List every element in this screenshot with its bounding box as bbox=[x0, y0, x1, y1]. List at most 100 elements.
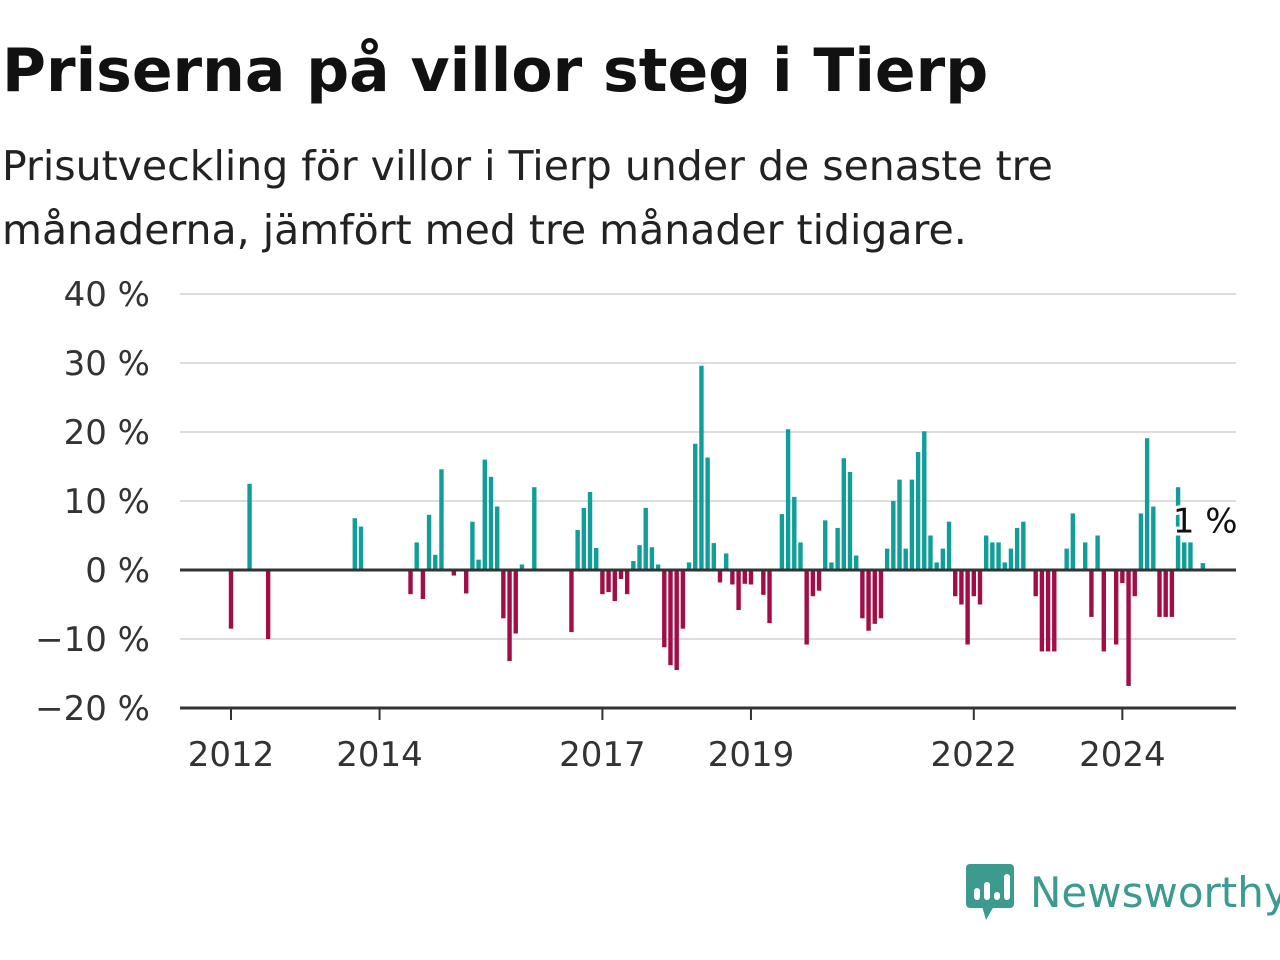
bar bbox=[872, 570, 877, 624]
bar bbox=[519, 564, 525, 570]
bar bbox=[1157, 570, 1162, 617]
x-tick-label: 2022 bbox=[931, 735, 1018, 775]
bar bbox=[686, 562, 692, 570]
bar bbox=[730, 570, 735, 585]
y-tick-label: −20 % bbox=[35, 689, 150, 729]
bar bbox=[823, 520, 828, 570]
bar bbox=[990, 542, 995, 570]
bar bbox=[482, 459, 487, 570]
bar bbox=[581, 507, 587, 570]
x-tick-label: 2014 bbox=[336, 735, 423, 775]
bar bbox=[680, 570, 686, 629]
bar bbox=[1151, 506, 1156, 570]
bar bbox=[1052, 570, 1057, 652]
bar bbox=[1169, 570, 1175, 617]
bar bbox=[1132, 570, 1137, 597]
bar bbox=[507, 570, 512, 662]
bar bbox=[426, 514, 432, 570]
bar bbox=[476, 559, 481, 570]
bar bbox=[1033, 570, 1038, 597]
bar bbox=[810, 570, 816, 597]
bar bbox=[1089, 570, 1094, 617]
bar bbox=[1070, 513, 1076, 570]
y-tick-label: 40 % bbox=[64, 275, 150, 315]
bar bbox=[655, 564, 661, 570]
bar bbox=[513, 570, 518, 634]
bar bbox=[433, 554, 438, 570]
bar bbox=[860, 570, 865, 619]
bar bbox=[1045, 570, 1051, 652]
bar bbox=[606, 570, 611, 593]
bar bbox=[693, 443, 698, 570]
x-tick-label: 2019 bbox=[708, 735, 795, 775]
bar bbox=[649, 547, 655, 570]
bar bbox=[612, 570, 617, 602]
bar bbox=[569, 570, 574, 633]
bar bbox=[1126, 570, 1131, 686]
bar bbox=[866, 570, 871, 631]
annotation-label: 1 % bbox=[1173, 502, 1238, 542]
bar bbox=[464, 570, 469, 594]
bar bbox=[959, 570, 964, 605]
bar bbox=[853, 555, 859, 570]
bar bbox=[724, 553, 729, 570]
bar bbox=[1014, 527, 1020, 570]
bar bbox=[909, 479, 915, 570]
newsworthy-logo-icon bbox=[966, 864, 1014, 920]
bar bbox=[835, 527, 840, 570]
bar bbox=[1175, 487, 1181, 570]
bar bbox=[742, 570, 747, 584]
bar bbox=[841, 458, 847, 570]
bar bbox=[891, 501, 896, 570]
bar bbox=[996, 542, 1001, 570]
bar bbox=[228, 570, 234, 629]
bar bbox=[662, 570, 667, 648]
bar bbox=[624, 570, 630, 595]
bar bbox=[637, 545, 642, 570]
bar bbox=[1163, 570, 1168, 617]
bar bbox=[699, 365, 704, 570]
bar bbox=[940, 548, 946, 570]
y-tick-label: 10 % bbox=[64, 482, 150, 522]
bar bbox=[1083, 542, 1088, 570]
bar bbox=[1039, 570, 1045, 652]
bar bbox=[600, 570, 605, 595]
bar bbox=[643, 507, 648, 570]
bar bbox=[1021, 521, 1026, 570]
gridlines bbox=[180, 293, 1236, 640]
bar bbox=[451, 570, 457, 576]
x-axis: 2012 2014 2017 2019 2022 2024 bbox=[180, 706, 1236, 775]
x-tick-label: 2017 bbox=[559, 735, 646, 775]
bar bbox=[977, 570, 983, 605]
y-tick-label: 20 % bbox=[64, 413, 150, 453]
bar bbox=[1200, 563, 1206, 570]
bar bbox=[532, 487, 537, 570]
bar bbox=[785, 429, 791, 570]
bar bbox=[1008, 548, 1014, 570]
bar bbox=[983, 535, 989, 570]
bar bbox=[247, 483, 252, 570]
bar bbox=[922, 431, 927, 570]
bar bbox=[575, 529, 580, 570]
bars bbox=[228, 365, 1206, 686]
bar bbox=[1182, 542, 1187, 570]
bar bbox=[717, 570, 723, 583]
y-tick-label: 0 % bbox=[85, 551, 150, 591]
y-tick-label: 30 % bbox=[64, 344, 150, 384]
bar bbox=[884, 548, 890, 570]
bar bbox=[779, 514, 785, 570]
bar bbox=[668, 570, 673, 666]
bar bbox=[358, 526, 364, 570]
bar bbox=[501, 570, 506, 619]
brand-name: Newsworthy bbox=[1030, 868, 1280, 917]
bar bbox=[946, 521, 952, 570]
bar bbox=[1113, 570, 1119, 645]
bar bbox=[965, 570, 970, 645]
bar bbox=[1138, 513, 1144, 570]
bar bbox=[587, 492, 593, 570]
chart-title: Priserna på villor steg i Tierp bbox=[2, 36, 989, 106]
bar bbox=[847, 472, 853, 570]
bar bbox=[761, 570, 766, 595]
bar bbox=[1095, 535, 1100, 570]
bar bbox=[594, 547, 599, 570]
